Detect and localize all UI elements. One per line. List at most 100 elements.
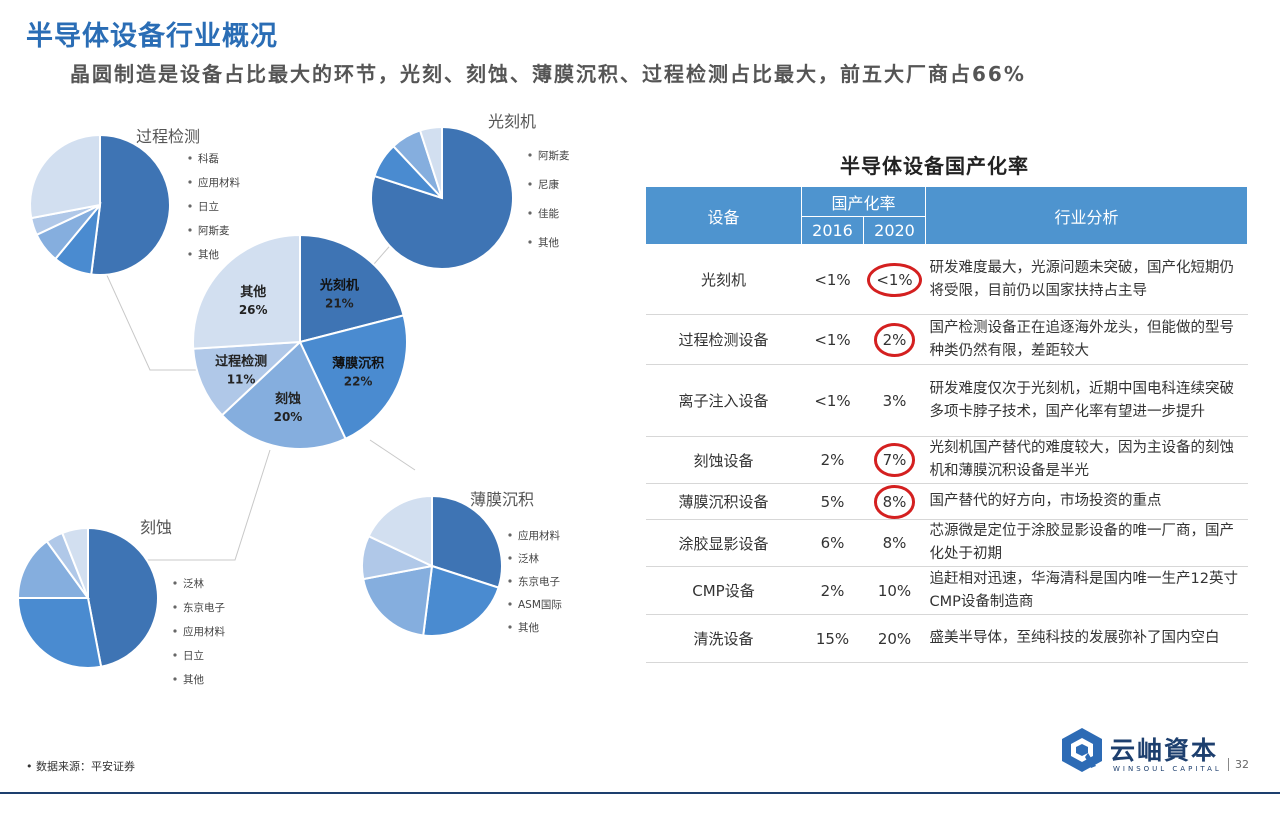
legend-entry: ASM国际 (518, 599, 562, 611)
cell-analysis: 研发难度仅次于光刻机，近期中国电科连续突破多项卡脖子技术，国产化率有望进一步提升 (925, 364, 1248, 437)
legend-bullet (188, 252, 192, 256)
cell-analysis: 研发难度最大，光源问题未突破，国产化短期仍将受限，目前仍以国家扶持占主导 (925, 244, 1248, 315)
slice-value-label: 22% (344, 374, 373, 388)
localization-table: 设备 国产化率 行业分析 2016 2020 光刻机 <1% <1% 研发难度最大，光… (645, 186, 1248, 663)
highlight-circle: 2% (873, 322, 916, 357)
legend-entry: 尼康 (538, 178, 559, 191)
header-device: 设备 (645, 186, 802, 245)
pie-title: 薄膜沉积 (470, 490, 534, 509)
legend-bullet (528, 153, 532, 157)
slice-label: 光刻机 (319, 277, 359, 293)
legend-entry: 日立 (183, 649, 204, 662)
pie-slice (192, 233, 301, 350)
highlight-circle: <1% (867, 262, 922, 297)
pie-slice (29, 133, 101, 220)
legend-bullet (188, 228, 192, 232)
connector-line (110, 449, 271, 561)
highlight-circle: 8% (873, 484, 916, 519)
slice-label: 过程检测 (215, 353, 267, 369)
slice-label: 薄膜沉积 (332, 355, 384, 371)
cell-2016: 5% (801, 483, 864, 520)
pie-slice (431, 494, 503, 589)
legend-entry: 应用材料 (518, 529, 560, 542)
cell-device: 过程检测设备 (645, 314, 802, 365)
table-row: 涂胶显影设备 6% 8% 芯源微是定位于涂胶显影设备的唯一厂商，国产化处于初期 (645, 519, 1248, 567)
logo-name: 云岫資本 (1110, 736, 1219, 765)
page-title: 半导体设备行业概况 (26, 21, 278, 52)
cell-device: CMP设备 (645, 566, 802, 615)
legend-entry: 其他 (183, 673, 204, 686)
legend-entry: 科磊 (198, 152, 219, 165)
pie-slice (299, 233, 405, 344)
cell-device: 光刻机 (645, 244, 802, 315)
legend-entry: 阿斯麦 (198, 224, 230, 237)
pie-slice (362, 564, 434, 637)
legend-entry: 应用材料 (183, 625, 225, 638)
pie-slice (298, 314, 408, 441)
legend-entry: 东京电子 (183, 601, 225, 614)
connector-line (369, 439, 416, 471)
slice-label: 刻蚀 (275, 391, 301, 407)
cell-2020: 20% (863, 614, 926, 663)
main-pie-chart: 光刻机 21% 薄膜沉积 22% 刻蚀 20% 过程检测 11% 其他 26% (192, 233, 408, 450)
data-source: • 数据来源：平安证券 (26, 760, 135, 773)
legend-entry: 泛林 (183, 577, 204, 590)
cell-2020-value: 3% (882, 391, 907, 410)
cell-2020: 2% (863, 314, 926, 365)
highlight-circle: 7% (873, 443, 916, 477)
slice-value-label: 11% (227, 372, 256, 386)
cell-device: 薄膜沉积设备 (645, 483, 802, 520)
cell-2020: <1% (863, 244, 926, 315)
slice-value-label: 26% (239, 303, 268, 317)
page-subtitle: 晶圆制造是设备占比最大的环节，光刻、刻蚀、薄膜沉积、过程检测占比最大，前五大厂商… (70, 62, 1026, 86)
footer-divider (0, 792, 1280, 794)
cell-2020: 8% (863, 519, 926, 567)
cell-2016: 2% (801, 566, 864, 615)
cell-analysis: 光刻机国产替代的难度较大，因为主设备的刻蚀机和薄膜沉积设备是半光 (925, 436, 1248, 484)
pie-title: 光刻机 (488, 112, 536, 131)
legend-entry: 其他 (198, 248, 219, 261)
table-row: CMP设备 2% 10% 追赶相对迅速，华海清科是国内唯一生产12英寸CMP设备制造商 (645, 566, 1248, 615)
legend-bullet (173, 605, 177, 609)
cell-2020: 8% (863, 483, 926, 520)
legend-entry: 其他 (518, 621, 539, 634)
cell-2016: <1% (801, 244, 864, 315)
table-row: 刻蚀设备 2% 7% 光刻机国产替代的难度较大，因为主设备的刻蚀机和薄膜沉积设备是半光 (645, 436, 1248, 484)
legend-bullet (508, 579, 512, 583)
legend-bullet (188, 180, 192, 184)
table-row: 薄膜沉积设备 5% 8% 国产替代的好方向，市场投资的重点 (645, 483, 1248, 520)
legend-bullet (188, 204, 192, 208)
legend-bullet (508, 602, 512, 606)
cell-2020-value: 10% (877, 581, 912, 600)
cell-device: 离子注入设备 (645, 364, 802, 437)
legend-bullet (528, 240, 532, 244)
legend-entry: 佳能 (538, 207, 559, 220)
page-number: 32 (1228, 758, 1249, 771)
header-2016: 2016 (801, 216, 864, 245)
pie-slice (192, 340, 303, 417)
cell-device: 涂胶显影设备 (645, 519, 802, 567)
header-analysis: 行业分析 (925, 186, 1248, 245)
cell-2016: <1% (801, 364, 864, 437)
table-row: 离子注入设备 <1% 3% 研发难度仅次于光刻机，近期中国电科连续突破多项卡脖子技术，… (645, 364, 1248, 437)
pie-slice (90, 133, 171, 276)
header-2020: 2020 (863, 216, 926, 245)
legend-bullet (173, 677, 177, 681)
cell-2016: 15% (801, 614, 864, 663)
slice-label: 其他 (240, 284, 266, 300)
cell-analysis: 追赶相对迅速，华海清科是国内唯一生产12英寸CMP设备制造商 (925, 566, 1248, 615)
table-row: 清洗设备 15% 20% 盛美半导体，至纯科技的发展弥补了国内空白 (645, 614, 1248, 663)
legend-entry: 应用材料 (198, 176, 240, 189)
pie-slice (367, 494, 433, 568)
pie-slice (422, 564, 500, 637)
cell-device: 刻蚀设备 (645, 436, 802, 484)
cell-analysis: 国产检测设备正在追逐海外龙头，但能做的型号种类仍然有限，差距较大 (925, 314, 1248, 365)
logo-subtitle: WINSOUL CAPITAL (1113, 765, 1222, 773)
cell-analysis: 芯源微是定位于涂胶显影设备的唯一厂商，国产化处于初期 (925, 519, 1248, 567)
cell-2020-value: 20% (877, 629, 912, 648)
connector-line (99, 259, 205, 371)
pie-slice (220, 340, 347, 450)
